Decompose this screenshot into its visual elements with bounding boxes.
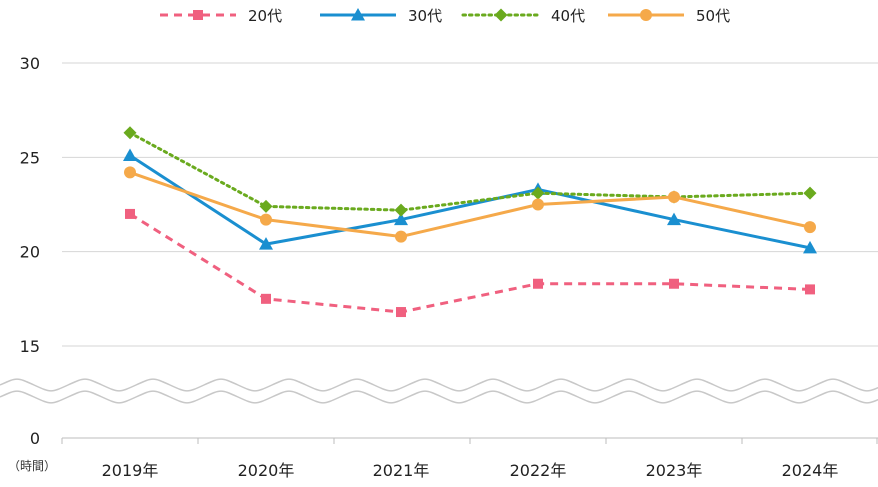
data-point [123, 148, 137, 161]
axis-break-line-bottom [0, 390, 878, 404]
data-point [531, 186, 545, 200]
series-line [129, 212, 811, 314]
legend: 20代 30代 40代 50代 [160, 7, 730, 25]
series-line [129, 171, 811, 239]
y-axis-tick-labels: 30 25 20 15 0 [20, 54, 40, 448]
data-point [803, 186, 817, 200]
y-tick-label: 15 [20, 337, 40, 356]
y-tick-label: 30 [20, 54, 40, 73]
x-axis [61, 437, 878, 444]
series-group [123, 126, 817, 318]
axis-break-wave [0, 376, 878, 406]
data-point [532, 198, 544, 211]
data-point [395, 230, 407, 243]
data-point [261, 293, 271, 304]
data-point [125, 208, 135, 219]
series-40代 [123, 126, 817, 217]
data-point [804, 221, 816, 234]
data-point [803, 240, 817, 254]
legend-item: 40代 [461, 7, 585, 25]
legend-marker [494, 8, 508, 22]
x-tick-label: 2022年 [510, 461, 567, 480]
legend-label: 40代 [551, 7, 585, 25]
data-point [668, 190, 680, 203]
series-20代 [125, 208, 815, 318]
x-tick-label: 2019年 [102, 461, 159, 480]
data-point [124, 166, 136, 179]
x-tick-label: 2023年 [646, 461, 703, 480]
legend-item: 30代 [320, 7, 442, 25]
data-point [123, 126, 137, 140]
y-axis-unit: （時間） [8, 459, 56, 473]
data-point [394, 212, 408, 226]
x-axis-tick-labels: 2019年 2020年 2021年 2022年 2023年 2024年 [102, 461, 839, 480]
legend-item: 20代 [160, 7, 282, 25]
data-point [533, 278, 543, 289]
axis-break-mask [0, 376, 878, 406]
legend-marker [193, 10, 203, 20]
axis-break-line-top [0, 378, 878, 392]
series-line [128, 131, 812, 212]
x-tick-label: 2020年 [238, 461, 295, 480]
y-tick-label: 0 [30, 429, 40, 448]
data-point [260, 213, 272, 226]
legend-item: 50代 [608, 7, 730, 25]
data-point [259, 237, 273, 250]
x-tick-label: 2021年 [373, 461, 430, 480]
data-point [259, 199, 273, 213]
series-line [129, 154, 811, 250]
series-30代 [123, 148, 817, 254]
legend-label: 30代 [408, 7, 442, 25]
data-point [669, 278, 679, 289]
data-point [805, 284, 815, 295]
y-tick-label: 25 [20, 148, 40, 167]
y-tick-label: 20 [20, 243, 40, 262]
data-point [667, 212, 681, 226]
legend-marker [351, 8, 365, 21]
data-point [396, 307, 406, 318]
legend-marker [640, 9, 652, 21]
data-point [394, 203, 408, 217]
legend-label: 50代 [696, 7, 730, 25]
series-50代 [124, 166, 816, 243]
x-tick-label: 2024年 [782, 461, 839, 480]
grid-lines [62, 62, 878, 347]
legend-label: 20代 [248, 7, 282, 25]
